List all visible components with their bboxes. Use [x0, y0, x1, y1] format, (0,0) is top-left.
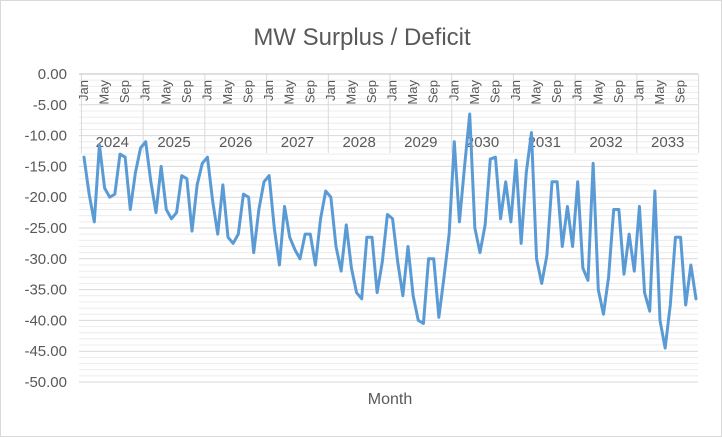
y-tick-label: 0.00	[38, 66, 67, 83]
x-month-tick-label: Jan	[323, 80, 338, 101]
x-month-tick-label: May	[652, 80, 667, 105]
gridlines	[79, 73, 698, 383]
x-month-tick-label: May	[467, 80, 482, 105]
x-month-tick-label: Jan	[138, 80, 153, 101]
x-month-tick-label: Sep	[179, 80, 194, 103]
x-year-label: 2025	[157, 134, 190, 151]
x-month-tick-label: Jan	[570, 80, 585, 101]
x-month-tick-label: Sep	[487, 80, 502, 103]
y-tick-label: -40.00	[24, 312, 67, 329]
x-month-tick-label: May	[590, 80, 605, 105]
x-month-tick-label: Jan	[631, 80, 646, 101]
x-year-label: 2031	[528, 134, 561, 151]
y-tick-label: -15.00	[24, 158, 67, 175]
y-tick-label: -20.00	[24, 189, 67, 206]
x-month-tick-label: Sep	[611, 80, 626, 103]
x-month-tick-label: Jan	[261, 80, 276, 101]
x-month-tick-label: Sep	[426, 80, 441, 103]
x-year-label: 2030	[466, 134, 499, 151]
x-axis: Jan May Sep 2024 Jan May Sep 2025 Jan May Sep 2026 J…	[76, 73, 700, 153]
y-tick-label: -25.00	[24, 220, 67, 237]
x-year-label: 2026	[219, 134, 252, 151]
x-month-tick-label: Jan	[508, 80, 523, 101]
y-tick-label: -50.00	[24, 374, 67, 391]
x-month-tick-label: May	[158, 80, 173, 105]
x-axis-title: Month	[368, 391, 412, 408]
x-month-tick-label: Sep	[549, 80, 564, 103]
series-line	[82, 112, 698, 350]
x-month-tick-label: May	[220, 80, 235, 105]
x-month-tick-label: May	[529, 80, 544, 105]
x-month-tick-label: Sep	[364, 80, 379, 103]
y-tick-label: -45.00	[24, 343, 67, 360]
series-group	[82, 112, 698, 350]
x-month-tick-label: May	[343, 80, 358, 105]
x-year-label: 2027	[281, 134, 314, 151]
x-month-tick-label: Sep	[117, 80, 132, 103]
x-month-tick-label: May	[405, 80, 420, 105]
x-year-label: 2032	[589, 134, 622, 151]
x-month-tick-label: Sep	[241, 80, 256, 103]
x-year-label: 2024	[96, 134, 129, 151]
x-year-label: 2033	[651, 134, 684, 151]
x-month-tick-label: Jan	[446, 80, 461, 101]
x-month-tick-label: May	[97, 80, 112, 105]
x-month-tick-label: Jan	[76, 80, 91, 101]
x-month-tick-label: Sep	[673, 80, 688, 103]
chart-title: MW Surplus / Deficit	[253, 24, 471, 51]
x-year-label: 2029	[404, 134, 437, 151]
y-tick-label: -10.00	[24, 128, 67, 145]
x-month-tick-label: Sep	[302, 80, 317, 103]
x-month-tick-label: May	[282, 80, 297, 105]
x-year-label: 2028	[342, 134, 375, 151]
y-tick-label: -5.00	[33, 97, 67, 114]
y-tick-label: -30.00	[24, 251, 67, 268]
y-axis-ticks: 0.00 -5.00 -10.00 -15.00 -20.00 -25.00 -30.00 -…	[24, 66, 67, 391]
x-month-tick-label: Jan	[385, 80, 400, 101]
x-month-tick-label: Jan	[199, 80, 214, 101]
y-tick-label: -35.00	[24, 282, 67, 299]
